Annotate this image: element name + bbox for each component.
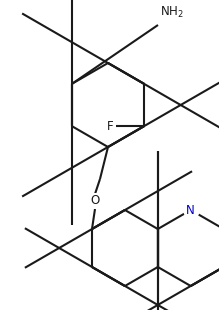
Text: O: O (90, 194, 100, 207)
Text: NH$_2$: NH$_2$ (160, 5, 184, 20)
Text: N: N (186, 203, 195, 216)
Text: F: F (107, 119, 113, 132)
